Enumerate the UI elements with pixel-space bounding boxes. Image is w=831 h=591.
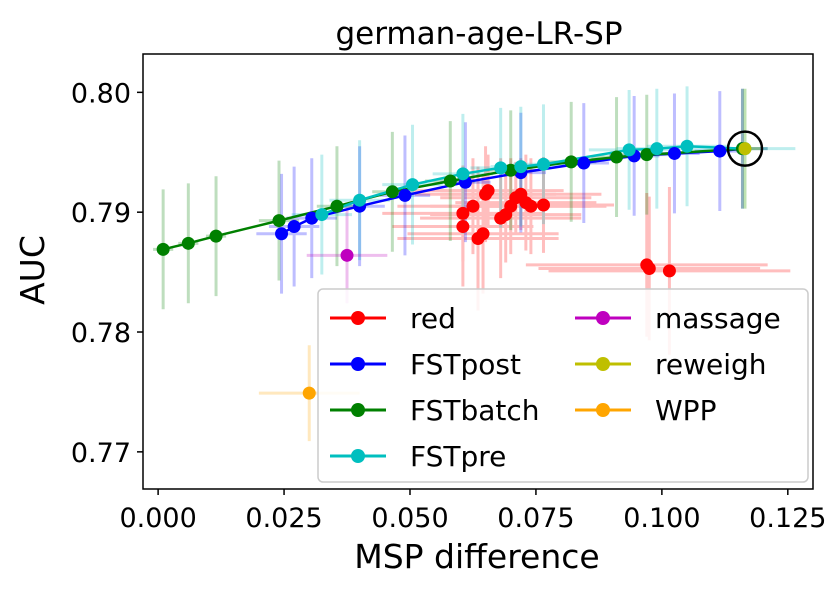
legend-label-reweigh: reweigh xyxy=(655,348,767,381)
legend-label-FSTpre: FSTpre xyxy=(410,440,506,473)
data-point-FSTpre xyxy=(494,161,508,175)
y-axis-title: AUC xyxy=(13,235,52,305)
data-layer xyxy=(153,86,796,442)
legend-swatch-marker-FSTpost xyxy=(351,357,365,371)
data-point-FSTpre xyxy=(622,143,636,157)
legend-swatch-marker-FSTpre xyxy=(351,449,365,463)
x-tick-label: 0.100 xyxy=(623,503,700,534)
legend-label-WPP: WPP xyxy=(655,394,716,427)
legend-swatch-marker-FSTbatch xyxy=(351,403,365,417)
data-point-WPP xyxy=(302,386,316,400)
data-point-FSTpost xyxy=(287,220,301,234)
data-point-reweigh xyxy=(738,142,752,156)
y-tick-label: 0.80 xyxy=(71,78,131,109)
x-tick-label: 0.075 xyxy=(497,503,574,534)
legend-label-red: red xyxy=(410,302,456,335)
chart-title: german-age-LR-SP xyxy=(335,16,622,52)
legend-label-massage: massage xyxy=(655,302,781,335)
data-point-FSTbatch xyxy=(330,199,344,213)
legend-swatch-marker-reweigh xyxy=(596,357,610,371)
data-point-FSTpost xyxy=(713,144,727,158)
data-point-red xyxy=(662,264,676,278)
data-point-FSTpost xyxy=(305,211,319,225)
legend-item-reweigh: reweigh xyxy=(575,348,767,381)
data-point-FSTbatch xyxy=(564,155,578,169)
data-point-FSTpost xyxy=(398,188,412,202)
data-point-FSTpost xyxy=(275,227,289,241)
legend-item-massage: massage xyxy=(575,302,781,335)
data-point-FSTpre xyxy=(406,178,420,192)
y-tick-label: 0.77 xyxy=(71,438,131,469)
data-point-FSTbatch xyxy=(640,148,654,162)
data-point-FSTpre xyxy=(680,139,694,153)
x-tick-label: 0.125 xyxy=(749,503,826,534)
data-point-red xyxy=(481,184,495,198)
data-point-FSTbatch xyxy=(443,174,457,188)
legend-box xyxy=(317,288,809,483)
data-point-FSTbatch xyxy=(504,163,518,177)
highlight-circle xyxy=(726,130,764,167)
data-point-FSTpre xyxy=(456,167,470,181)
data-point-red xyxy=(524,199,538,213)
legend-swatch-marker-massage xyxy=(596,311,610,325)
legend-item-FSTpre: FSTpre xyxy=(330,440,506,473)
legend-swatch-marker-red xyxy=(351,311,365,325)
data-point-FSTpre xyxy=(315,208,329,222)
data-point-FSTbatch xyxy=(385,185,399,199)
legend-item-FSTpost: FSTpost xyxy=(330,348,521,381)
data-point-FSTbatch xyxy=(181,236,195,250)
data-point-FSTpre xyxy=(536,157,550,171)
y-tick-label: 0.79 xyxy=(71,198,131,229)
data-point-FSTbatch xyxy=(209,229,223,243)
data-point-red xyxy=(536,198,550,212)
data-point-red xyxy=(466,199,480,213)
legend: red FSTpost FSTbatch FSTpre massage reweigh WP… xyxy=(317,288,809,483)
data-point-FSTpost xyxy=(667,146,681,160)
data-point-FSTpost xyxy=(577,156,591,170)
legend-label-FSTpost: FSTpost xyxy=(410,348,521,381)
data-point-red xyxy=(456,220,470,234)
data-point-FSTbatch xyxy=(610,150,624,164)
legend-swatch-marker-WPP xyxy=(596,403,610,417)
axes-frame xyxy=(142,53,814,490)
x-axis-title: MSP difference xyxy=(354,537,599,576)
legend-item-FSTbatch: FSTbatch xyxy=(330,394,540,427)
x-tick-label: 0.050 xyxy=(371,503,448,534)
plot-area: 0.000 0.025 0.050 0.075 0.100 0.125 0.77 0.78 0.… xyxy=(71,53,826,534)
data-point-red xyxy=(456,206,470,220)
legend-label-FSTbatch: FSTbatch xyxy=(410,394,540,427)
data-point-red xyxy=(642,262,656,276)
data-point-FSTbatch xyxy=(156,242,170,256)
x-tick-label: 0.000 xyxy=(119,503,196,534)
x-tick-label: 0.025 xyxy=(245,503,322,534)
y-tick-label: 0.78 xyxy=(71,318,131,349)
legend-item-WPP: WPP xyxy=(575,394,716,427)
data-point-red xyxy=(476,227,490,241)
data-point-FSTbatch xyxy=(272,214,286,228)
data-point-FSTpre xyxy=(514,160,528,174)
data-point-FSTpre xyxy=(353,193,367,207)
data-point-massage xyxy=(340,248,354,262)
data-point-FSTpre xyxy=(650,142,664,156)
legend-item-red: red xyxy=(330,302,456,335)
